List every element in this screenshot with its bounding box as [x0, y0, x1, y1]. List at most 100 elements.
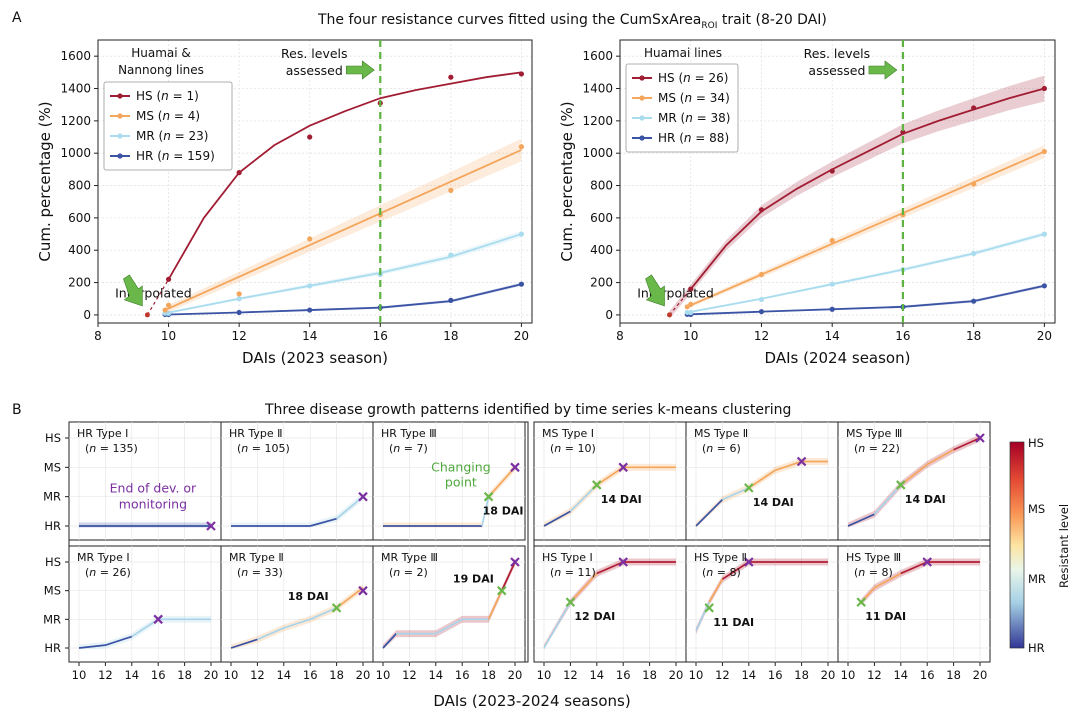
x-tick-label: 10 — [224, 668, 239, 682]
cluster-n-symbol: n — [241, 442, 248, 455]
x-tick-label: 20 — [356, 668, 371, 682]
x-tick-label: 10 — [376, 668, 391, 682]
x-tick-label: 18 — [642, 668, 657, 682]
cluster-n-label: (n = 11) — [550, 566, 596, 579]
cluster-n-label: (n = 33) — [237, 566, 283, 579]
legend-series-n: 88 — [709, 131, 724, 145]
legend-series-n-close: ) — [195, 109, 200, 123]
series-hs-point — [758, 207, 765, 213]
series-hs-start-point — [144, 312, 150, 318]
series-hr-point — [1041, 283, 1047, 289]
cluster-line-segment — [309, 517, 337, 527]
end-marker-icon — [618, 557, 628, 567]
series-ms-point — [518, 144, 525, 150]
series-hr-point — [307, 307, 313, 313]
x-tick-label: 14 — [741, 668, 756, 682]
legend-ms-marker — [639, 95, 645, 101]
cluster-n-label: (n = 7) — [389, 442, 428, 455]
series-hr-band — [687, 284, 1045, 315]
changing-point-dai-label: 12 DAI — [574, 610, 615, 623]
cluster-title: HR Type Ⅲ — [381, 427, 437, 440]
legend-hs-label: HS (n = 26) — [658, 71, 728, 85]
legend-series-n-symbol: n — [162, 149, 170, 163]
cluster-panel: 18 DAI MR Type Ⅱ (n = 33) 10 12 14 16 18 20 — [220, 545, 374, 682]
series-hr-line — [165, 283, 522, 316]
cluster-band — [79, 615, 211, 650]
panel-a-title: The four resistance curves fitted using … — [317, 12, 827, 31]
legend-series-n-prefix: ( — [676, 91, 685, 105]
panel-a-title-tail: trait (8-20 DAI) — [717, 12, 827, 28]
changing-point-icon — [856, 597, 866, 607]
end-marker-icon — [744, 557, 754, 567]
y-tick-label: 0 — [605, 308, 613, 322]
panel-a-letter: A — [12, 10, 22, 26]
changing-point-dai-label: 18 DAI — [483, 505, 524, 518]
series-hs-start-point — [667, 312, 673, 318]
series-mr-point — [1041, 231, 1047, 237]
y-tick-label: 800 — [68, 179, 91, 193]
legend-hr-marker — [117, 153, 123, 159]
legend-title: Huamai & — [131, 46, 191, 60]
cluster-line-segment — [487, 590, 503, 620]
x-tick-label: 18 — [966, 329, 981, 343]
cluster-title: MS Type Ⅱ — [694, 427, 748, 440]
cluster-line-segment — [501, 561, 516, 592]
cluster-band — [696, 457, 828, 528]
cluster-line-segment — [873, 484, 902, 515]
end-marker-icon — [510, 557, 520, 567]
cluster-line-segment — [105, 635, 133, 646]
changing-point-icon — [592, 480, 602, 490]
end-marker-icon — [206, 521, 216, 531]
cluster-n-symbol: n — [241, 566, 248, 579]
series-hs-point — [236, 170, 242, 176]
legend-series-n-eq: = — [170, 109, 188, 123]
cluster-line-segment — [569, 484, 598, 512]
cluster-n-close: ) — [896, 442, 900, 455]
res-levels-label: Res. levels — [804, 46, 871, 61]
x-tick-label: 10 — [537, 668, 552, 682]
series-ms-line — [164, 149, 522, 311]
cluster-n-label: (n = 10) — [550, 442, 596, 455]
end-marker-icon — [358, 585, 368, 596]
y-axis-label: Cum. percentage (%) — [36, 101, 54, 261]
legend-series-n-prefix: ( — [154, 109, 163, 123]
chart-2023: 8 10 12 14 16 18 20020040060080010001200140016… — [36, 39, 533, 367]
cluster-line-segment — [382, 633, 397, 649]
colorbar: HS MS MR HR Resistant level — [1009, 436, 1071, 655]
legend-series-name: MS — [136, 109, 154, 123]
cluster-panel-frame — [837, 421, 991, 541]
series-mr-point — [971, 250, 977, 257]
cluster-line-segment — [481, 496, 490, 527]
cluster-n-label: (n = 8) — [854, 566, 893, 579]
series-ms-start-point — [162, 307, 168, 313]
x-tick-label: 14 — [825, 329, 840, 343]
series-mr-point — [758, 296, 765, 303]
cluster-n-close: ) — [424, 566, 428, 579]
cluster-band — [231, 584, 363, 650]
legend-series-n-close: ) — [726, 111, 731, 125]
series-hs-point — [518, 71, 525, 77]
series-ms-point — [971, 181, 977, 187]
series-hs-point — [971, 105, 977, 111]
colorbar-tick-hs: HS — [1028, 436, 1044, 450]
legend-series-n: 4 — [188, 109, 196, 123]
plot-frame — [97, 39, 533, 324]
x-tick-label: 20 — [669, 668, 684, 682]
panel-b-xlabel: DAIs (2023-2024 seasons) — [433, 692, 630, 710]
cluster-n-label: (n = 26) — [85, 566, 131, 579]
x-tick-label: 18 — [481, 668, 496, 682]
series-hr-point — [448, 297, 454, 303]
series-hs-point — [307, 134, 313, 140]
cluster-band — [544, 558, 676, 650]
legend-series-n-eq: = — [169, 89, 187, 103]
y-tick-label: HR — [44, 519, 61, 533]
y-tick-label: 1400 — [60, 82, 91, 96]
cluster-n-eq: = — [400, 442, 416, 455]
cluster-n-value: 105 — [265, 442, 286, 455]
cluster-n-value: 8 — [730, 566, 737, 579]
changing-point-icon — [483, 491, 494, 502]
cluster-n-symbol: n — [89, 442, 96, 455]
cluster-n-close: ) — [424, 442, 428, 455]
cluster-title: MS Type Ⅲ — [846, 427, 902, 440]
